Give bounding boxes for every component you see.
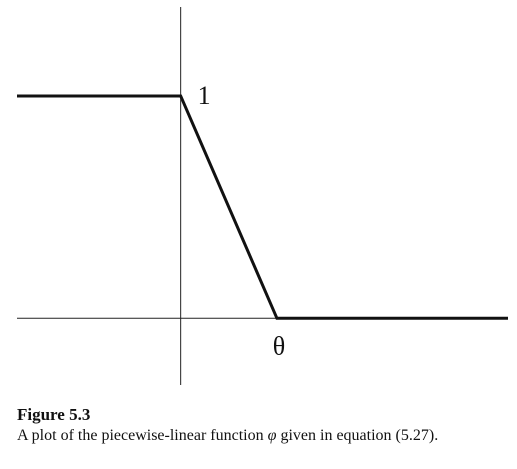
x-tick-label: θ — [273, 331, 285, 360]
caption-text-before: A plot of the piecewise-linear function — [17, 427, 268, 444]
caption-symbol: φ — [267, 427, 277, 444]
y-tick-label: 1 — [198, 81, 211, 110]
caption-label: Figure 5.3 — [17, 405, 91, 424]
series-line — [17, 94, 508, 320]
caption-text: A plot of the piecewise-linear function … — [17, 425, 512, 446]
caption-text-after: given in equation (5.27). — [276, 427, 439, 444]
plot-area: 1 θ — [17, 7, 508, 385]
figure-caption: Figure 5.3 A plot of the piecewise-linea… — [17, 404, 512, 446]
